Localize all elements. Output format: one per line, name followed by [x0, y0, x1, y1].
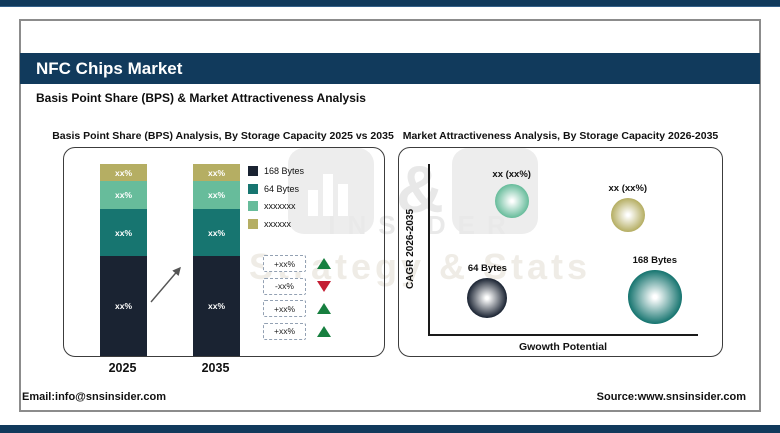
- bar-segment-value: xx%: [114, 301, 132, 312]
- legend-label: 168 Bytes: [264, 166, 305, 176]
- delta-row: +xx%: [263, 322, 331, 340]
- bubble: [610, 198, 645, 232]
- legend-swatch: [248, 218, 258, 229]
- legend-item: xxxxxxx: [248, 201, 304, 211]
- year-label-2025: 2025: [108, 361, 137, 375]
- attractiveness-panel: CAGR 2026-2035 Gwowth Potential xx (xx%)…: [398, 147, 723, 357]
- footer-email: Email:info@snsinsider.com: [22, 391, 166, 403]
- x-axis-line: [428, 334, 698, 336]
- bar-segment-value: xx%: [207, 227, 225, 238]
- bar-segment-value: xx%: [207, 167, 225, 178]
- bar-segment: xx%: [193, 181, 240, 210]
- bar-segment: xx%: [100, 164, 147, 182]
- trend-arrow-icon: [150, 266, 181, 303]
- legend-label: xxxxxxx: [264, 201, 296, 211]
- bar-segment: xx%: [193, 164, 240, 182]
- watermark-ampersand: &: [396, 152, 444, 226]
- legend-label: xxxxxx: [264, 218, 291, 229]
- bar-segment: xx%: [193, 209, 240, 257]
- bar-segment: xx%: [100, 256, 147, 356]
- content-frame: [19, 19, 761, 412]
- watermark-logo-square-left: [288, 148, 374, 234]
- delta-value-box: +xx%: [263, 255, 306, 272]
- bps-bar-2035: xx% xx% xx% xx%: [193, 164, 240, 356]
- triangle-up-icon: [317, 325, 331, 337]
- legend-item: xxxxxx: [248, 218, 304, 229]
- bar-segment-value: xx%: [114, 227, 132, 238]
- legend-swatch: [248, 183, 258, 194]
- bar-segment: xx%: [193, 256, 240, 356]
- bubble-label: 168 Bytes: [632, 254, 677, 266]
- delta-value-box: +xx%: [263, 322, 306, 340]
- legend-swatch: [248, 166, 258, 176]
- report-subtitle: Basis Point Share (BPS) & Market Attract…: [36, 91, 366, 105]
- bar-segment-value: xx%: [114, 190, 132, 201]
- bubble-label: xx (xx%): [608, 183, 648, 194]
- page-title: NFC Chips Market: [36, 59, 183, 78]
- legend-item: 168 Bytes: [248, 166, 304, 176]
- bar-segment-value: xx%: [114, 167, 132, 178]
- bubble: [627, 269, 682, 324]
- x-axis-label: Gwowth Potential: [518, 341, 608, 353]
- bubble: [467, 278, 508, 319]
- triangle-up-icon: [317, 258, 331, 269]
- legend-item: 64 Bytes: [248, 183, 304, 194]
- bar-segment: xx%: [100, 181, 147, 210]
- delta-value-box: -xx%: [263, 277, 306, 295]
- bubble: [494, 184, 529, 219]
- triangle-up-icon: [317, 303, 331, 314]
- delta-row: +xx%: [263, 300, 331, 317]
- bps-panel: xx% xx% xx% xx% xx% xx% xx% xx% 168 Bytes 64 By…: [63, 147, 385, 357]
- bottom-accent-bar: [0, 425, 780, 433]
- footer-source: Source:www.snsinsider.com: [596, 391, 746, 403]
- watermark-wordmark: INSIDER: [328, 210, 518, 240]
- legend-swatch: [248, 201, 258, 211]
- attractiveness-chart-title: Market Attractiveness Analysis, By Stora…: [402, 130, 719, 142]
- delta-value-box: +xx%: [263, 300, 306, 317]
- bar-segment: xx%: [100, 209, 147, 257]
- delta-row: -xx%: [263, 277, 331, 295]
- triangle-down-icon: [317, 280, 331, 292]
- y-axis-line: [428, 164, 430, 334]
- top-accent-bar: [0, 0, 780, 7]
- bubble-label: 64 Bytes: [467, 263, 507, 275]
- bubble-plot: xx (xx%) xx (xx%) 64 Bytes 168 Bytes: [399, 148, 722, 356]
- title-bar: NFC Chips Market: [20, 53, 760, 84]
- bps-chart-title: Basis Point Share (BPS) Analysis, By Sto…: [52, 130, 394, 142]
- bar-segment-value: xx%: [207, 301, 225, 312]
- year-label-2035: 2035: [201, 361, 230, 375]
- bps-bar-2025: xx% xx% xx% xx%: [100, 164, 147, 356]
- delta-row: +xx%: [263, 255, 331, 272]
- bar-segment-value: xx%: [207, 190, 225, 201]
- legend-label: 64 Bytes: [264, 183, 300, 194]
- bps-legend: 168 Bytes 64 Bytes xxxxxxx xxxxxx: [248, 166, 304, 236]
- watermark-logo-glyph: [308, 166, 354, 216]
- bubble-label: xx (xx%): [492, 169, 531, 181]
